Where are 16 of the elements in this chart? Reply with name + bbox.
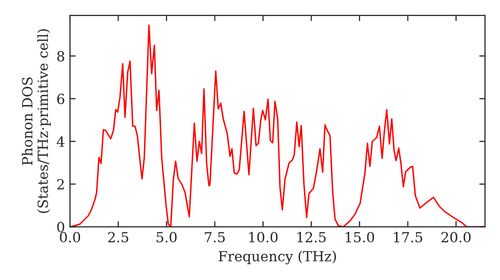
y-tick-label: 0	[57, 222, 64, 232]
y-tick-label: 2	[57, 179, 64, 190]
y-tick-label: 4	[56, 136, 64, 147]
y-tick-label: 6	[57, 94, 64, 104]
x-axis-title: Frequency (THz)	[218, 250, 336, 264]
x-tick-label: 17.5	[394, 232, 422, 242]
x-tick-label: 0.0	[60, 232, 80, 242]
x-tick-label: 5.0	[156, 232, 177, 242]
y-tick-label: 8	[57, 50, 64, 62]
x-tick-label: 10.0	[249, 232, 278, 242]
x-tick-label: 20.0	[442, 232, 471, 242]
x-tick-label: 15.0	[346, 232, 374, 242]
y-axis-title: Phonon DOS (States/THz·primitive cell)	[22, 29, 51, 213]
x-tick-label: 12.5	[298, 232, 326, 242]
x-tick-label: 7.5	[204, 232, 225, 242]
x-tick-label: 2.5	[108, 232, 128, 242]
